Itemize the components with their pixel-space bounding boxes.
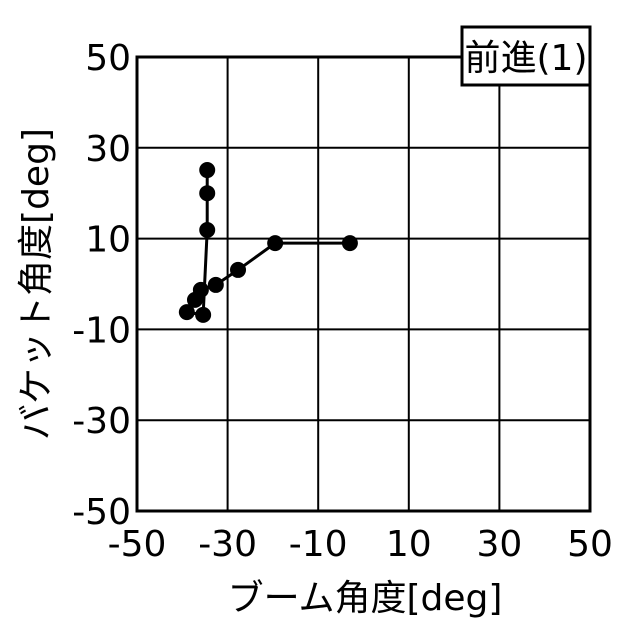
x-tick-label: 50 [567,524,613,565]
x-axis-label: ブーム角度[deg] [228,578,503,619]
y-tick-label: -10 [72,310,131,351]
x-tick-label: 30 [476,524,522,565]
chart: ブーム角度[deg] バケット角度[deg] -50-30-10103050-5… [0,0,640,640]
annotation: 前進(1) [465,38,588,79]
data-point [208,277,224,293]
x-tick-label: 10 [386,524,432,565]
y-axis-label: バケット角度[deg] [16,128,57,440]
data-point [267,235,283,251]
data-point [199,162,215,178]
data-point [230,262,246,278]
data-point [199,185,215,201]
y-tick-label: 10 [85,220,131,261]
x-tick-label: -10 [289,524,348,565]
y-tick-label: 50 [85,38,131,79]
y-tick-label: -30 [72,401,131,442]
data-point [342,235,358,251]
data-point [195,307,211,323]
data-point [193,282,209,298]
x-tick-label: -30 [198,524,257,565]
data-point [199,222,215,238]
y-tick-label: 30 [85,129,131,170]
x-tick-label: -50 [108,524,167,565]
